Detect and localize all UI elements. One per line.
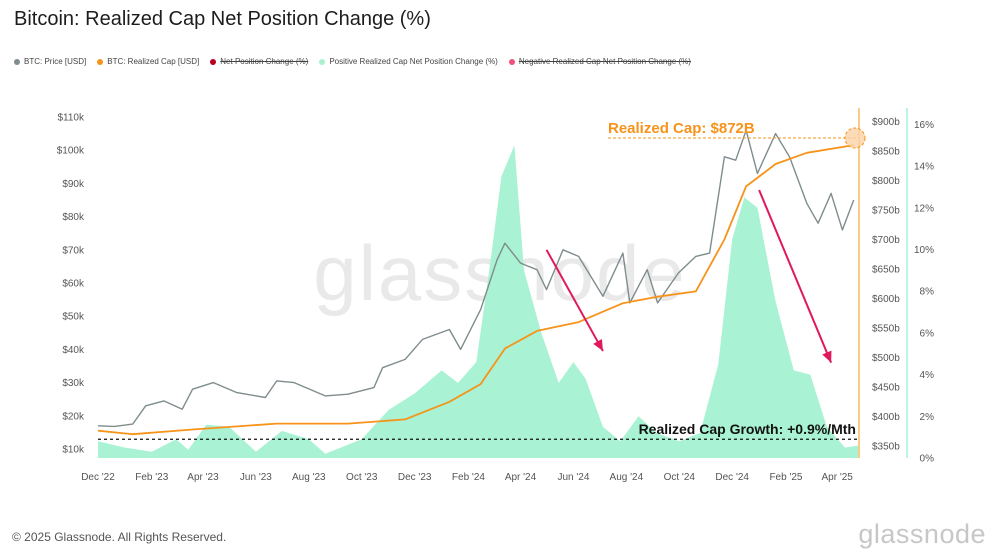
y-right-tick-label: 4% [920, 370, 935, 381]
y-left-tick-label: $50k [62, 312, 85, 323]
x-tick-label: Dec '23 [398, 472, 432, 483]
positive-change-area [98, 145, 858, 459]
y-right-tick-label: 2% [920, 412, 935, 423]
y-left-tick-label: $10k [62, 445, 85, 456]
x-tick-label: Apr '23 [187, 472, 219, 483]
y-mid-tick-label: $450b [872, 383, 900, 394]
trend-arrow-line [545, 249, 604, 352]
axis-layer: $10k $20k $30k $40k $50k $60k $70k $80k $90k $100… [57, 108, 934, 483]
trend-arrow-head-icon [822, 350, 832, 363]
y-left-tick-label: $100k [57, 146, 85, 157]
realized-cap-line-layer [97, 144, 854, 436]
btc-price-line [97, 129, 855, 428]
growth-annotation: Realized Cap Growth: +0.9%/Mth [639, 421, 856, 437]
y-mid-tick-label: $350b [872, 442, 900, 453]
legend-item-1[interactable]: BTC: Realized Cap [USD] [97, 57, 199, 66]
x-tick-label: Dec '22 [81, 472, 115, 483]
x-tick-label: Feb '25 [769, 472, 802, 483]
y-mid-tick-label: $400b [872, 412, 900, 423]
y-right-tick-label: 6% [920, 328, 935, 339]
x-tick-label: Dec '24 [715, 472, 749, 483]
x-tick-label: Apr '24 [505, 472, 537, 483]
y-mid-tick-label: $700b [872, 235, 900, 246]
y-left-tick-label: $30k [62, 378, 85, 389]
legend-label: Net Position Change (%) [220, 57, 309, 66]
x-tick-label: Jun '23 [240, 472, 272, 483]
realized-cap-marker [844, 127, 866, 149]
copyright-text: © 2025 Glassnode. All Rights Reserved. [12, 530, 227, 544]
legend-dot-icon [14, 58, 20, 65]
x-tick-label: Feb '24 [452, 472, 485, 483]
y-mid-tick-label: $750b [872, 206, 900, 217]
y-right-tick-label: 12% [914, 203, 934, 214]
y-left-tick-label: $110k [57, 113, 85, 124]
y-left-tick-label: $20k [62, 411, 85, 422]
legend-item-0[interactable]: BTC: Price [USD] [14, 57, 86, 66]
y-right-tick-label: 0% [920, 454, 935, 465]
legend-dot-icon [319, 58, 326, 65]
glassnode-logo[interactable]: glassnode [858, 519, 986, 549]
page-title: Bitcoin: Realized Cap Net Position Chang… [14, 8, 431, 30]
legend-item-4[interactable]: Negative Realized Cap Net Position Chang… [508, 57, 691, 66]
trend-arrow-line [758, 189, 833, 364]
legend-label: BTC: Realized Cap [USD] [107, 57, 200, 66]
legend: BTC: Price [USD] BTC: Realized Cap [USD] N… [14, 57, 691, 66]
x-tick-label: Oct '24 [664, 472, 696, 483]
y-left-tick-label: $60k [62, 279, 85, 290]
x-tick-label: Aug '24 [610, 472, 644, 483]
legend-item-2[interactable]: Net Position Change (%) [210, 57, 308, 66]
y-mid-tick-label: $550b [872, 324, 900, 335]
realized-cap-line [97, 144, 854, 436]
annotation-layer: Realized Cap: $872B Realized Cap Growth: … [98, 120, 866, 440]
y-left-tick-label: $90k [62, 179, 85, 190]
y-right-tick-label: 10% [914, 245, 934, 256]
positive-change-area-layer [98, 145, 858, 459]
trend-arrow-head-icon [593, 339, 603, 352]
y-left-tick-label: $80k [62, 212, 85, 223]
y-mid-tick-label: $650b [872, 265, 900, 276]
y-left-tick-label: $70k [62, 245, 85, 256]
legend-label: Negative Realized Cap Net Position Chang… [518, 57, 691, 66]
legend-dot-icon [97, 58, 104, 65]
y-mid-tick-label: $600b [872, 294, 900, 305]
x-tick-label: Feb '23 [135, 472, 168, 483]
x-tick-label: Apr '25 [821, 472, 853, 483]
x-tick-label: Oct '23 [346, 472, 378, 483]
y-right-tick-label: 16% [914, 120, 934, 131]
legend-item-3[interactable]: Positive Realized Cap Net Position Chang… [319, 57, 498, 66]
y-right-tick-label: 14% [914, 162, 934, 173]
y-mid-tick-label: $500b [872, 353, 900, 364]
price-line-layer [97, 129, 855, 428]
y-mid-tick-label: $800b [872, 176, 900, 187]
y-right-tick-label: 8% [920, 287, 935, 298]
x-tick-label: Aug '23 [292, 472, 326, 483]
legend-label: Positive Realized Cap Net Position Chang… [329, 57, 498, 66]
x-tick-label: Jun '24 [557, 472, 589, 483]
y-mid-tick-label: $850b [872, 147, 900, 158]
realized-cap-annotation: Realized Cap: $872B [608, 120, 755, 137]
legend-dot-icon [508, 58, 515, 65]
y-mid-tick-label: $900b [872, 117, 900, 128]
y-left-tick-label: $40k [62, 345, 85, 356]
legend-dot-icon [210, 58, 217, 65]
legend-label: BTC: Price [USD] [24, 57, 87, 66]
